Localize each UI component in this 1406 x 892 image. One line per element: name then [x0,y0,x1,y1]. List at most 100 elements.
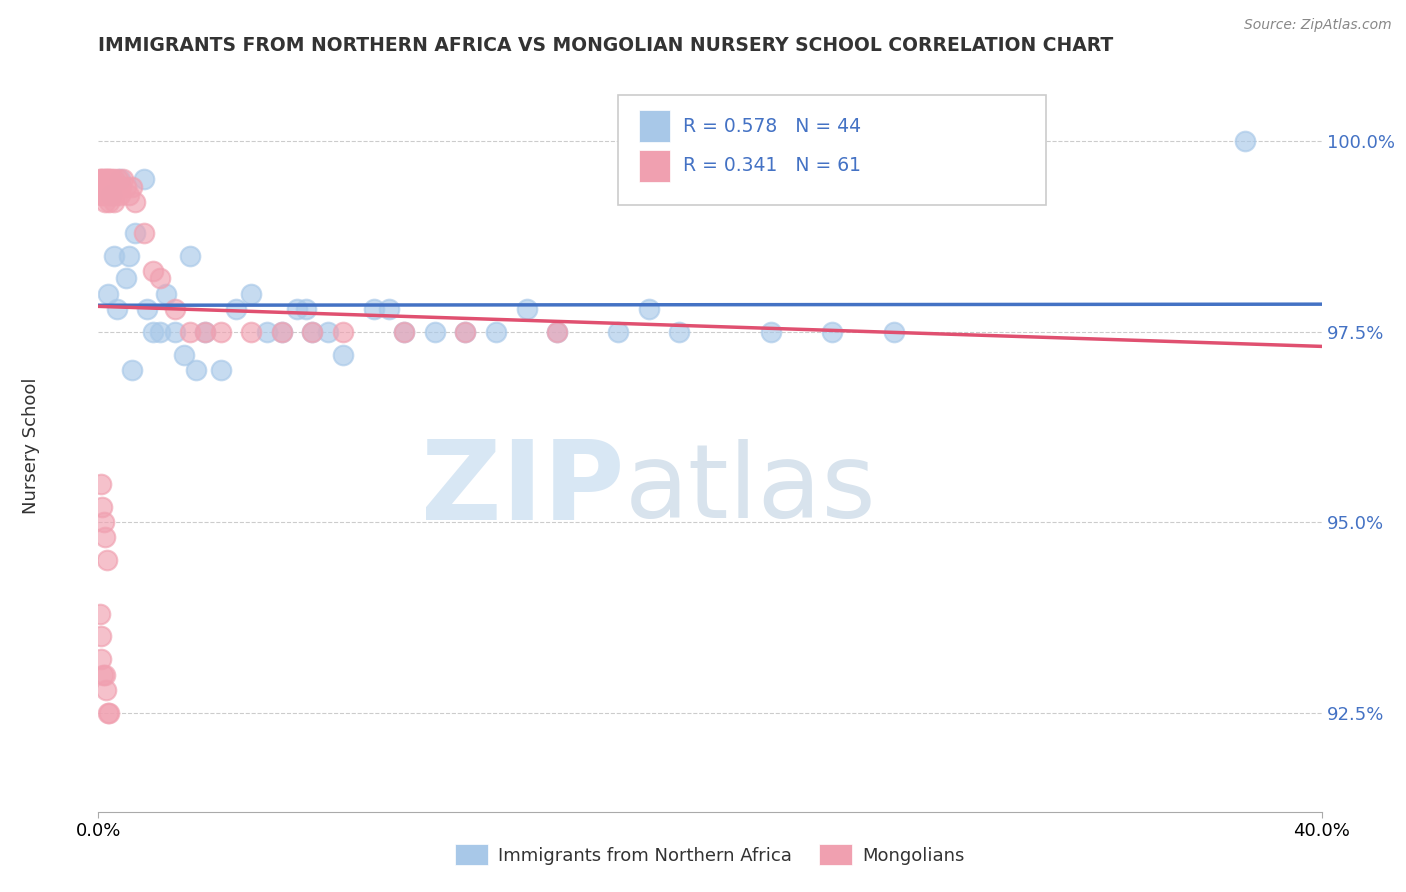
Point [163,325,186,339]
Point [136,301,159,316]
Point [316,325,339,339]
Point [115,180,138,194]
Point [124,195,146,210]
Point [91,172,114,186]
Point [90,180,112,194]
Bar [640,150,669,182]
Point [103,248,125,262]
Point [821,325,844,339]
Point [90,630,112,644]
Point [103,195,125,210]
Point [97,180,120,194]
Point [93,180,115,194]
Point [194,325,217,339]
Point [285,301,308,316]
Text: R = 0.578   N = 44: R = 0.578 N = 44 [683,117,862,136]
Point [301,325,323,339]
Point [100,172,122,186]
Point [301,325,323,339]
Point [96,553,118,567]
Point [332,325,354,339]
Point [98,172,121,186]
Point [209,363,232,377]
Point [149,271,172,285]
Point [134,226,156,240]
Point [179,248,201,262]
Point [142,325,165,339]
Point [270,325,294,339]
Text: Source: ZipAtlas.com: Source: ZipAtlas.com [1244,18,1392,32]
Point [1234,134,1257,148]
Point [91,180,114,194]
Point [89,172,111,186]
Point [332,347,354,361]
Point [108,187,131,202]
Point [121,180,143,194]
Point [270,325,294,339]
Point [100,187,122,202]
Point [155,286,177,301]
Point [90,477,112,491]
Point [94,682,117,697]
Point [637,301,661,316]
Point [98,706,121,720]
Point [91,187,114,202]
Point [124,226,146,240]
Point [93,195,115,210]
Point [392,325,416,339]
Point [761,325,783,339]
Point [93,515,115,529]
Point [100,187,122,202]
Text: atlas: atlas [624,440,876,541]
Legend: Immigrants from Northern Africa, Mongolians: Immigrants from Northern Africa, Mongoli… [447,837,973,872]
Text: ZIP: ZIP [420,436,624,543]
Point [97,172,120,186]
Point [94,180,117,194]
Point [93,172,115,186]
Point [240,286,263,301]
Point [186,363,208,377]
Point [98,195,121,210]
Point [115,271,138,285]
Point [97,286,120,301]
Point [454,325,477,339]
Point [225,301,247,316]
Point [194,325,217,339]
Point [103,172,125,186]
Point [256,325,278,339]
Point [108,172,131,186]
Point [96,180,118,194]
Point [118,248,141,262]
Point [173,347,195,361]
Point [97,706,120,720]
Point [883,325,905,339]
Bar [640,111,669,143]
Point [392,325,416,339]
Point [94,172,117,186]
Point [90,172,112,186]
Point [363,301,385,316]
Point [101,180,124,194]
Text: R = 0.341   N = 61: R = 0.341 N = 61 [683,156,860,176]
Point [142,264,165,278]
Point [240,325,263,339]
Point [104,187,127,202]
Point [97,187,120,202]
Point [668,325,690,339]
Point [118,187,141,202]
Point [105,180,128,194]
Point [516,301,538,316]
Point [91,500,114,514]
Point [423,325,446,339]
Point [111,172,134,186]
Point [93,667,115,681]
Point [134,172,156,186]
Point [110,180,132,194]
Point [607,325,630,339]
Point [94,187,117,202]
Point [179,325,201,339]
Point [105,301,128,316]
Text: IMMIGRANTS FROM NORTHERN AFRICA VS MONGOLIAN NURSERY SCHOOL CORRELATION CHART: IMMIGRANTS FROM NORTHERN AFRICA VS MONGO… [98,36,1114,54]
Point [107,172,129,186]
Point [90,187,112,202]
